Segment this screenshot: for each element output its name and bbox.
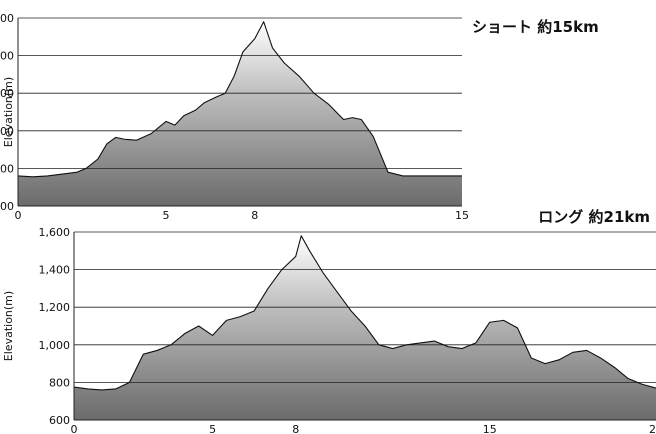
x-tick-label: 5 bbox=[209, 423, 216, 434]
y-tick-label: 600 bbox=[49, 414, 70, 427]
elevation-area bbox=[18, 21, 462, 207]
x-tick-label: 15 bbox=[455, 209, 469, 222]
y-axis-label: Elevation(m) bbox=[2, 77, 15, 147]
x-tick-label: 15 bbox=[483, 423, 497, 434]
x-tick-label: 0 bbox=[15, 209, 22, 222]
y-tick-label: 1,000 bbox=[0, 125, 14, 138]
y-tick-label: 1,600 bbox=[0, 12, 14, 25]
short-course-chart: 600 800 1,000 1,200 1,400 1,600 0 5 8 15 Elevation… bbox=[0, 12, 599, 222]
y-tick-label: 1,000 bbox=[39, 339, 71, 352]
y-tick-label: 800 bbox=[0, 162, 14, 175]
elevation-line bbox=[17, 21, 462, 178]
elevation-line bbox=[73, 235, 656, 391]
y-tick-label: 1,200 bbox=[0, 87, 14, 100]
y-tick-label: 1,600 bbox=[39, 226, 71, 239]
y-axis-label: Elevation(m) bbox=[2, 291, 15, 361]
chart-title: ショート 約15km bbox=[472, 18, 599, 36]
x-tick-label: 5 bbox=[163, 209, 170, 222]
y-tick-label: 1,200 bbox=[39, 301, 71, 314]
y-tick-label: 1,400 bbox=[0, 50, 14, 63]
y-tick-label: 1,400 bbox=[39, 264, 71, 277]
x-tick-label: 8 bbox=[251, 209, 258, 222]
y-tick-label: 600 bbox=[0, 200, 14, 213]
x-tick-label: 0 bbox=[71, 423, 78, 434]
x-tick-label: 8 bbox=[292, 423, 299, 434]
long-course-chart: 600 800 1,000 1,200 1,400 1,600 0 5 8 15 21 Elevati… bbox=[2, 208, 656, 434]
x-tick-label: 21 bbox=[649, 423, 656, 434]
chart-title: ロング 約21km bbox=[538, 208, 650, 226]
y-tick-label: 800 bbox=[49, 376, 70, 389]
elevation-area bbox=[74, 235, 656, 420]
